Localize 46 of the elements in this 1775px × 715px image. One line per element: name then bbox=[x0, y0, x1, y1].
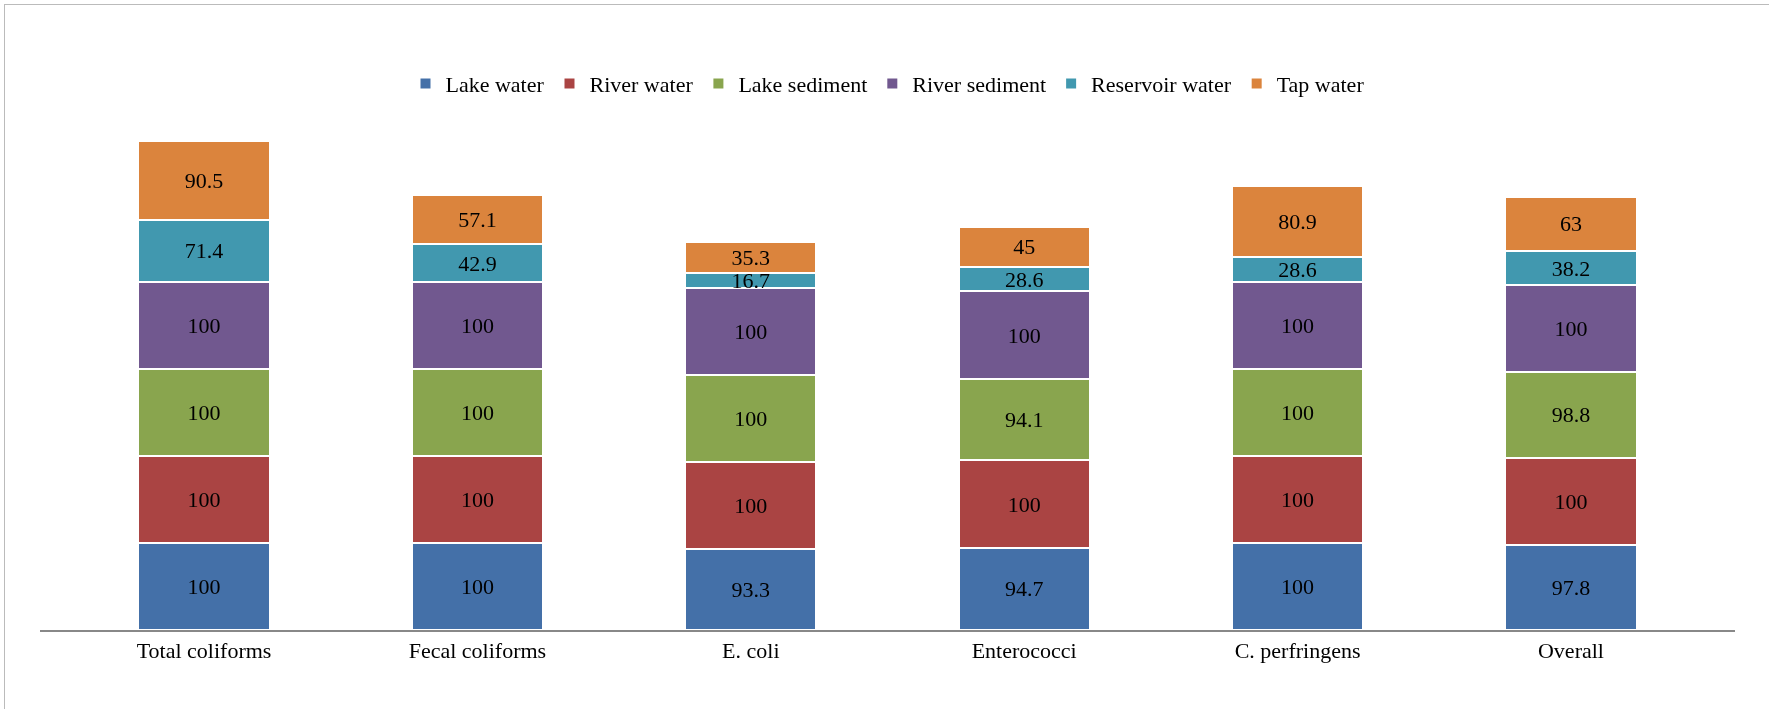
data-label: 100 bbox=[1007, 491, 1041, 517]
data-label: 100 bbox=[460, 312, 494, 338]
data-label: 42.9 bbox=[458, 250, 497, 276]
legend-label: Lake sediment bbox=[738, 72, 868, 98]
data-label: 100 bbox=[460, 486, 494, 512]
legend-label: Tap water bbox=[1276, 72, 1365, 98]
x-tick-label: Overall bbox=[1537, 637, 1604, 663]
data-label: 63 bbox=[1559, 211, 1582, 237]
data-label: 90.5 bbox=[184, 167, 224, 193]
data-label: 93.3 bbox=[731, 576, 771, 602]
data-label: 100 bbox=[1281, 312, 1315, 338]
data-label: 100 bbox=[187, 312, 221, 338]
legend-label: River water bbox=[589, 72, 694, 98]
data-label: 97.8 bbox=[1551, 574, 1591, 600]
legend-label: Lake water bbox=[445, 72, 545, 98]
data-label: 94.7 bbox=[1004, 576, 1044, 602]
data-label: 98.8 bbox=[1551, 402, 1591, 428]
x-tick-label: Total coliforms bbox=[136, 637, 272, 663]
data-label: 100 bbox=[1554, 315, 1588, 341]
x-tick-label: E. coli bbox=[722, 637, 780, 663]
data-label: 94.1 bbox=[1004, 407, 1044, 433]
data-label: 100 bbox=[734, 405, 768, 431]
data-label: 28.6 bbox=[1278, 256, 1317, 282]
data-label: 28.6 bbox=[1004, 266, 1044, 292]
data-label: 38.2 bbox=[1551, 255, 1591, 281]
data-label: 100 bbox=[1281, 573, 1315, 599]
legend-label: River sediment bbox=[912, 72, 1047, 98]
x-tick-label: Enterococci bbox=[971, 637, 1077, 663]
data-label: 80.9 bbox=[1278, 209, 1317, 235]
data-label: 100 bbox=[187, 573, 221, 599]
data-label: 100 bbox=[1007, 322, 1041, 348]
data-label: 100 bbox=[1554, 488, 1588, 514]
x-tick-label: C. perfringens bbox=[1234, 637, 1361, 663]
legend-label: Reservoir water bbox=[1091, 72, 1232, 98]
data-label: 100 bbox=[460, 399, 494, 425]
x-tick-label: Fecal coliforms bbox=[408, 637, 547, 663]
data-label: 71.4 bbox=[184, 238, 224, 264]
data-label: 100 bbox=[460, 573, 494, 599]
data-label: 100 bbox=[187, 486, 221, 512]
data-label: 100 bbox=[734, 318, 768, 344]
data-label: 100 bbox=[187, 399, 221, 425]
data-label: 45 bbox=[1013, 234, 1036, 260]
data-label: 100 bbox=[734, 492, 768, 518]
data-label: 100 bbox=[1281, 486, 1315, 512]
data-label: 100 bbox=[1281, 399, 1315, 425]
data-label: 57.1 bbox=[458, 207, 497, 233]
